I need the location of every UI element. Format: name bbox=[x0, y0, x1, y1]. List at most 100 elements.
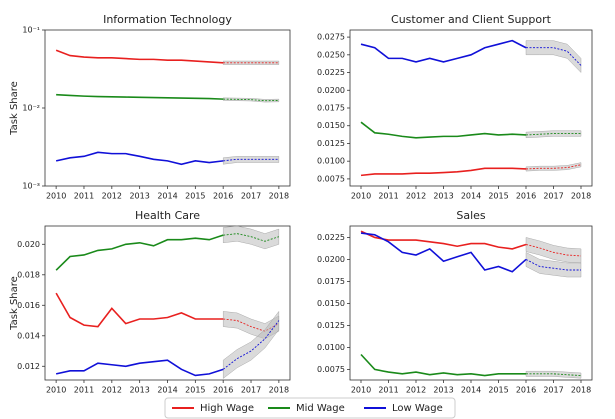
y-tick-label: 0.012 bbox=[17, 362, 40, 371]
x-tick-label: 2014 bbox=[157, 386, 177, 395]
y-tick-label: 0.0225 bbox=[317, 233, 345, 242]
x-tick-label: 2018 bbox=[571, 192, 591, 201]
x-tick-label: 2011 bbox=[378, 386, 398, 395]
x-tick-label: 2016 bbox=[516, 192, 536, 201]
x-tick-label: 2010 bbox=[46, 192, 66, 201]
y-axis-label: Task Share bbox=[9, 81, 20, 136]
x-tick-label: 2010 bbox=[46, 386, 66, 395]
forecast-band bbox=[222, 97, 280, 103]
x-tick-label: 2014 bbox=[461, 192, 481, 201]
y-tick-label: 0.0150 bbox=[317, 299, 345, 308]
series-line bbox=[56, 93, 224, 100]
chart-title: Health Care bbox=[135, 209, 200, 222]
x-tick-label: 2012 bbox=[406, 386, 426, 395]
forecast-band bbox=[525, 130, 582, 138]
y-tick-label: 0.0125 bbox=[317, 321, 345, 330]
forecast-line bbox=[223, 98, 279, 102]
forecast-line bbox=[526, 373, 582, 377]
x-tick-label: 2011 bbox=[74, 192, 94, 201]
forecast-line bbox=[525, 133, 581, 136]
series-line bbox=[55, 292, 224, 328]
x-tick-label: 2011 bbox=[378, 192, 398, 201]
legend-label: High Wage bbox=[200, 403, 254, 414]
y-tick-label: 0.0175 bbox=[317, 277, 345, 286]
y-tick-label: 10⁻³ bbox=[22, 182, 40, 191]
x-tick-label: 2017 bbox=[543, 192, 563, 201]
y-tick-label: 0.0175 bbox=[317, 104, 345, 113]
forecast-band bbox=[525, 162, 582, 172]
x-tick-label: 2013 bbox=[129, 386, 149, 395]
forecast-band bbox=[525, 40, 582, 74]
chart-title: Sales bbox=[456, 209, 486, 222]
series-line bbox=[360, 167, 527, 177]
x-tick-label: 2015 bbox=[185, 386, 205, 395]
x-tick-label: 2014 bbox=[157, 192, 177, 201]
y-tick-label: 0.0275 bbox=[317, 33, 345, 42]
y-tick-label: 0.0075 bbox=[317, 174, 345, 183]
y-tick-label: 0.0250 bbox=[317, 50, 345, 59]
series-line bbox=[55, 49, 224, 64]
y-tick-label: 10⁻² bbox=[22, 104, 40, 113]
x-tick-label: 2013 bbox=[129, 192, 149, 201]
x-tick-label: 2016 bbox=[213, 386, 233, 395]
x-tick-label: 2010 bbox=[351, 192, 371, 201]
y-tick-label: 0.0200 bbox=[317, 86, 345, 95]
x-tick-label: 2012 bbox=[102, 386, 122, 395]
x-tick-label: 2018 bbox=[571, 386, 591, 395]
forecast-line bbox=[525, 259, 581, 271]
x-tick-label: 2011 bbox=[74, 386, 94, 395]
forecast-band bbox=[222, 310, 280, 379]
legend-label: Mid Wage bbox=[296, 403, 345, 414]
x-tick-label: 2015 bbox=[488, 386, 508, 395]
x-tick-label: 2017 bbox=[543, 386, 563, 395]
series-line bbox=[360, 230, 527, 250]
x-tick-label: 2017 bbox=[241, 386, 261, 395]
forecast-line bbox=[525, 244, 582, 257]
x-tick-label: 2018 bbox=[269, 386, 289, 395]
series-line bbox=[55, 151, 224, 166]
y-tick-label: 10⁻¹ bbox=[22, 26, 40, 35]
y-tick-label: 0.018 bbox=[17, 270, 40, 279]
series-line bbox=[55, 234, 224, 271]
forecast-band bbox=[525, 252, 582, 278]
x-tick-label: 2017 bbox=[241, 192, 261, 201]
x-tick-label: 2014 bbox=[461, 386, 481, 395]
x-tick-label: 2015 bbox=[185, 192, 205, 201]
forecast-line bbox=[223, 233, 280, 242]
x-tick-label: 2010 bbox=[351, 386, 371, 395]
forecast-band bbox=[222, 156, 280, 165]
series-line bbox=[360, 39, 527, 63]
forecast-band bbox=[222, 225, 280, 250]
y-tick-label: 0.0100 bbox=[317, 343, 345, 352]
x-tick-label: 2013 bbox=[433, 192, 453, 201]
chart-title: Information Technology bbox=[103, 13, 232, 26]
y-tick-label: 0.0225 bbox=[317, 68, 345, 77]
x-tick-label: 2013 bbox=[433, 386, 453, 395]
series-line bbox=[360, 353, 526, 377]
y-tick-label: 0.0125 bbox=[317, 139, 345, 148]
x-tick-label: 2015 bbox=[488, 192, 508, 201]
x-tick-label: 2016 bbox=[516, 386, 536, 395]
y-tick-label: 0.0075 bbox=[317, 365, 345, 374]
y-tick-label: 0.014 bbox=[17, 331, 40, 340]
legend-box bbox=[164, 397, 456, 419]
x-tick-label: 2012 bbox=[406, 192, 426, 201]
y-tick-label: 0.0100 bbox=[317, 157, 345, 166]
y-tick-label: 0.020 bbox=[17, 240, 40, 249]
x-tick-label: 2016 bbox=[213, 192, 233, 201]
y-tick-label: 0.0150 bbox=[317, 121, 345, 130]
chart-title: Customer and Client Support bbox=[391, 13, 552, 26]
y-tick-label: 0.0200 bbox=[317, 255, 345, 264]
x-tick-label: 2018 bbox=[269, 192, 289, 201]
series-line bbox=[360, 232, 527, 273]
legend-label: Low Wage bbox=[392, 403, 443, 414]
y-tick-label: 0.016 bbox=[17, 301, 40, 310]
forecast-band bbox=[525, 371, 582, 379]
series-line bbox=[360, 121, 527, 139]
forecast-band bbox=[222, 60, 280, 65]
forecast-line bbox=[525, 164, 582, 170]
forecast-line bbox=[223, 158, 279, 162]
series-line bbox=[55, 359, 224, 377]
y-axis-label: Task Share bbox=[9, 276, 20, 331]
